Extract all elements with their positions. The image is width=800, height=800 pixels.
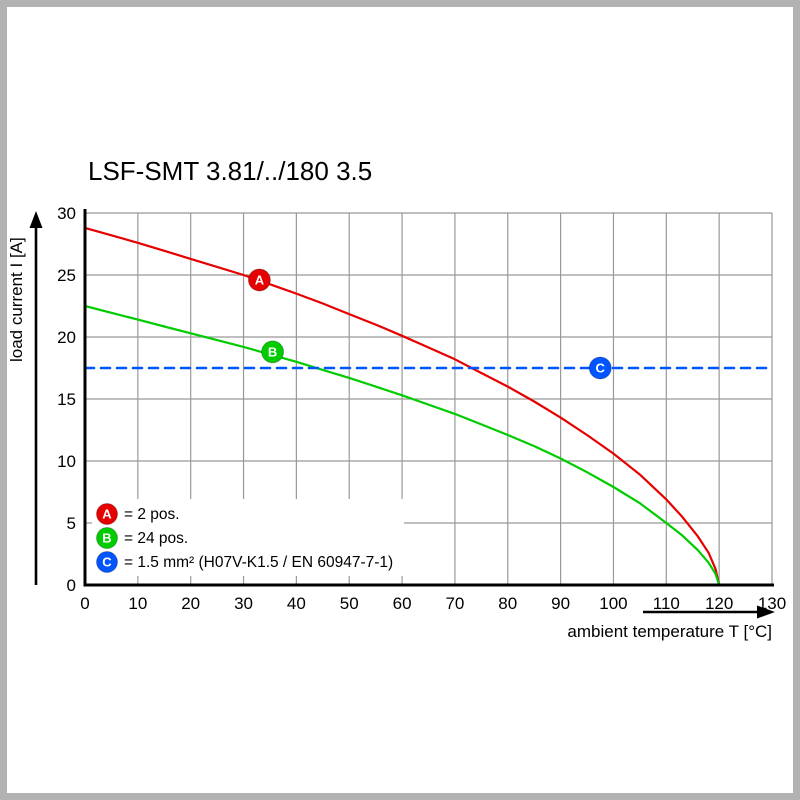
x-tick-label: 10: [128, 594, 147, 613]
curve-marker-A: A: [247, 268, 271, 292]
legend-label-A: = 2 pos.: [124, 506, 180, 523]
legend-marker-B: [96, 527, 118, 549]
curve-marker-B: B: [261, 340, 285, 364]
marker-letter-A: A: [255, 272, 265, 287]
x-tick-label: 90: [551, 594, 570, 613]
y-tick-label: 25: [57, 266, 76, 285]
curve-B: [83, 304, 721, 587]
legend-marker-A: [96, 503, 118, 525]
axes-layer: [83, 209, 774, 587]
legend-marker-letter-B: B: [102, 531, 111, 546]
y-tick-label: 15: [57, 390, 76, 409]
x-tick-label: 120: [705, 594, 733, 613]
x-tick-label: 20: [181, 594, 200, 613]
legend-marker-letter-A: A: [102, 507, 112, 522]
x-tick-label: 70: [445, 594, 464, 613]
x-tick-label: 40: [287, 594, 306, 613]
x-tick-label: 30: [234, 594, 253, 613]
marker-letter-B: B: [268, 344, 277, 359]
tick-labels-layer: 0 10 20 30 40 50 60 70 80 90 100 110 120 130 0 5 10 15 20 2…: [57, 204, 786, 613]
x-tick-label: 100: [599, 594, 627, 613]
curve-A: [83, 226, 721, 587]
axis-arrows-layer: [29, 211, 775, 619]
x-tick-label: 50: [340, 594, 359, 613]
curve-marker-C: C: [588, 356, 612, 380]
legend-label-B: = 24 pos.: [124, 530, 188, 547]
x-axis-label: ambient temperature T [°C]: [567, 622, 772, 641]
y-tick-label: 10: [57, 452, 76, 471]
marker-circle-A: [247, 268, 271, 292]
legend-item-A: A = 2 pos.: [96, 503, 180, 525]
x-tick-label: 0: [80, 594, 89, 613]
legend-background: [92, 499, 404, 576]
markers-layer: A B C: [247, 268, 612, 380]
marker-circle-B: [261, 340, 285, 364]
legend-marker-C: [96, 551, 118, 573]
y-tick-label: 30: [57, 204, 76, 223]
x-tick-label: 130: [758, 594, 786, 613]
legend-label-C: = 1.5 mm² (H07V-K1.5 / EN 60947-7-1): [124, 554, 393, 571]
y-tick-label: 5: [67, 514, 76, 533]
x-tick-label: 110: [653, 594, 680, 613]
legend-item-C: C = 1.5 mm² (H07V-K1.5 / EN 60947-7-1): [96, 551, 393, 573]
legend-layer: A = 2 pos. B = 24 pos. C = 1.5 mm² (H07V-K1.5…: [92, 499, 404, 576]
legend-item-B: B = 24 pos.: [96, 527, 188, 549]
y-tick-label: 20: [57, 328, 76, 347]
legend-marker-letter-C: C: [102, 555, 112, 570]
marker-circle-C: [588, 356, 612, 380]
x-tick-label: 60: [393, 594, 412, 613]
y-axis-arrow-head: [29, 211, 43, 228]
y-tick-label: 0: [67, 576, 76, 595]
y-axis-label: load current I [A]: [7, 237, 26, 362]
marker-letter-C: C: [596, 361, 606, 376]
x-tick-label: 80: [498, 594, 517, 613]
curves-layer: [83, 226, 774, 587]
x-axis-arrow-head: [757, 605, 775, 619]
chart-title: LSF-SMT 3.81/../180 3.5: [88, 156, 373, 186]
